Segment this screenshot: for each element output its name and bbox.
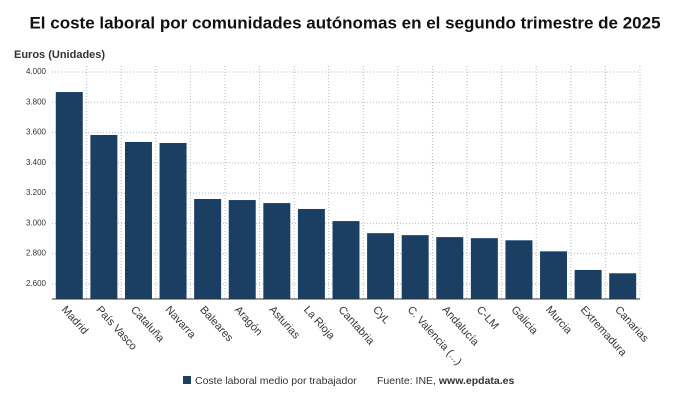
x-tick-label: Baleares [197, 304, 235, 345]
bar [401, 235, 429, 299]
x-tick-label: Asturias [266, 304, 302, 342]
x-tick-label: Madrid [59, 304, 90, 337]
y-tick-label: 3.000 [26, 218, 47, 227]
bar [228, 200, 256, 299]
x-tick-label: Aragón [232, 304, 265, 338]
bar [540, 251, 568, 299]
bar [574, 269, 602, 299]
x-tick-label: C-LM [474, 304, 501, 332]
y-tick-label: 4.000 [26, 67, 47, 76]
y-tick-label: 2.600 [26, 279, 47, 288]
bar [609, 273, 637, 299]
x-tick-label: Navarra [163, 304, 199, 342]
y-tick-label: 3.400 [26, 158, 47, 167]
bar [263, 203, 291, 299]
bar [470, 238, 498, 299]
y-axis-label: Euros (Unidades) [14, 49, 105, 61]
legend-swatch [183, 376, 191, 384]
source-site: www.epdata.es [438, 375, 515, 387]
bar [367, 233, 395, 299]
chart-title: El coste laboral por comunidades autónom… [29, 13, 660, 32]
source-text: Fuente: INE, [377, 375, 436, 387]
y-tick-label: 3.800 [26, 97, 47, 106]
x-tick-label: CyL [370, 304, 392, 327]
bar [297, 208, 325, 299]
y-tick-label: 3.200 [26, 188, 47, 197]
bar [55, 92, 83, 299]
x-tick-label: Galicia [509, 304, 541, 338]
bar [436, 237, 464, 299]
legend-label: Coste laboral medio por trabajador [195, 375, 357, 387]
bar [124, 141, 152, 299]
y-tick-label: 2.800 [26, 249, 47, 258]
bar [332, 221, 360, 299]
y-tick-label: 3.600 [26, 128, 47, 137]
bar [159, 143, 187, 299]
source: Fuente: INE, www.epdata.es [377, 375, 515, 387]
x-tick-label: Murcia [543, 304, 575, 337]
bar [90, 134, 118, 299]
x-tick-label: La Rioja [301, 304, 338, 343]
bar [505, 240, 533, 299]
bar [194, 198, 222, 299]
